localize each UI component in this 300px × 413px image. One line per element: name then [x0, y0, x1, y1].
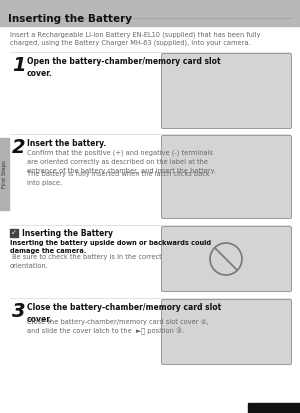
Text: Confirm that the positive (+) and negative (-) terminals
are oriented correctly : Confirm that the positive (+) and negati… — [27, 150, 216, 173]
Text: ✓: ✓ — [11, 230, 17, 236]
Text: Close the battery-chamber/memory card slot cover ②,
and slide the cover latch to: Close the battery-chamber/memory card sl… — [27, 319, 208, 335]
Text: 1: 1 — [12, 56, 26, 75]
Text: Inserting the Battery: Inserting the Battery — [8, 14, 132, 24]
Bar — [248, 403, 300, 413]
Text: 3: 3 — [12, 302, 26, 321]
Text: Open the battery-chamber/memory card slot
cover.: Open the battery-chamber/memory card slo… — [27, 57, 220, 78]
Text: Inserting the Battery: Inserting the Battery — [22, 229, 113, 238]
FancyBboxPatch shape — [161, 226, 292, 292]
Bar — [0, 138, 9, 210]
Text: Be sure to check the battery is in the correct
orientation.: Be sure to check the battery is in the c… — [10, 254, 162, 268]
FancyBboxPatch shape — [161, 135, 292, 218]
Text: Close the battery-chamber/memory card slot
cover.: Close the battery-chamber/memory card sl… — [27, 303, 221, 325]
FancyBboxPatch shape — [161, 299, 292, 365]
Text: Inserting the battery upside down or backwards could
damage the camera.: Inserting the battery upside down or bac… — [10, 240, 211, 254]
Text: The battery is fully inserted when the latch clicks back
into place.: The battery is fully inserted when the l… — [27, 171, 210, 185]
Text: Insert the battery.: Insert the battery. — [27, 139, 106, 148]
Bar — [10, 229, 18, 237]
FancyBboxPatch shape — [161, 54, 292, 128]
Bar — [0, 0, 300, 26]
Text: First Steps: First Steps — [2, 160, 7, 188]
Circle shape — [210, 243, 242, 275]
Text: 2: 2 — [12, 138, 26, 157]
Text: Insert a Rechargeable Li-ion Battery EN-EL10 (supplied) that has been fully
char: Insert a Rechargeable Li-ion Battery EN-… — [10, 31, 260, 47]
